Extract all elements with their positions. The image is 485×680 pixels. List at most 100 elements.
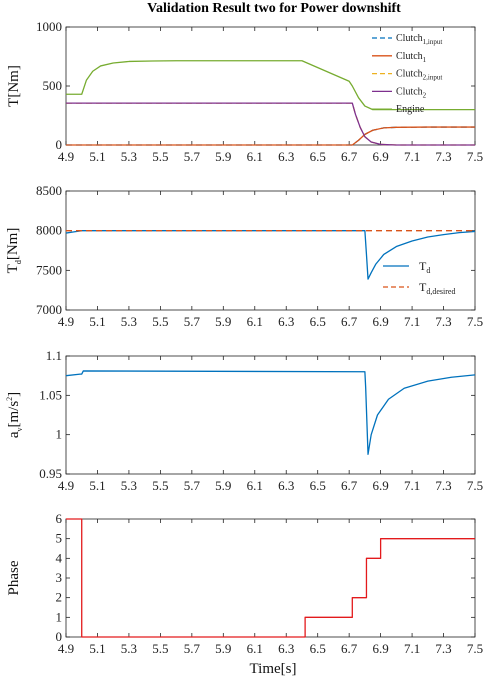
panel-1: 4.9 5.1 5.3 5.5 5.7 5.9 6.1 6.3 6.5 6.7 6.9 7.1 7.3 7… — [6, 19, 483, 164]
x-tick-label: 6.3 — [278, 641, 294, 656]
x-tick-label: 5.1 — [89, 478, 105, 493]
y-tick-label: 0.95 — [39, 466, 62, 481]
legend-entry: Clutch1 — [396, 51, 427, 64]
y-tick-label: 2 — [56, 590, 63, 605]
y-tick-label: 1.05 — [39, 387, 62, 402]
x-tick-label: 6.1 — [247, 641, 263, 656]
x-tick-label: 5.7 — [184, 149, 201, 164]
x-tick-label: 5.9 — [215, 149, 231, 164]
x-tick-label: 7.3 — [435, 478, 451, 493]
x-tick-label: 7.5 — [467, 641, 483, 656]
x-tick-label: 6.9 — [372, 478, 388, 493]
x-tick-label: 6.7 — [341, 641, 358, 656]
x-tick-label: 5.1 — [89, 641, 105, 656]
x-tick-label: 6.7 — [341, 314, 358, 329]
series-line-1-5 — [66, 60, 475, 111]
y-tick-label: 8000 — [36, 223, 62, 238]
x-tick-label: 6.3 — [278, 314, 294, 329]
x-tick-label: 6.7 — [341, 149, 358, 164]
x-tick-label: 5.1 — [89, 314, 105, 329]
x-tick-label: 7.1 — [404, 149, 420, 164]
x-tick-label: 5.1 — [89, 149, 105, 164]
x-tick-label: 7.1 — [404, 641, 420, 656]
axes-box — [65, 355, 476, 475]
x-tick-label: 6.1 — [247, 478, 263, 493]
x-tick-label: 7.1 — [404, 314, 420, 329]
y-tick-label: 3 — [56, 570, 63, 585]
x-tick-label: 7.5 — [467, 149, 483, 164]
x-tick-label: 5.3 — [121, 478, 137, 493]
y-tick-label: 1 — [56, 427, 63, 442]
x-tick-label: 6.5 — [310, 641, 326, 656]
x-tick-label: 6.9 — [372, 314, 388, 329]
x-tick-label: 5.9 — [215, 641, 231, 656]
y-axis-label: Phase — [6, 560, 22, 595]
x-tick-label: 6.5 — [310, 478, 326, 493]
x-tick-label: 5.5 — [152, 149, 168, 164]
x-tick-label: 6.1 — [247, 149, 263, 164]
series-line-1-1 — [66, 126, 475, 146]
x-tick-label: 5.7 — [184, 641, 201, 656]
y-tick-label: 4 — [56, 550, 63, 565]
x-tick-label: 6.5 — [310, 149, 326, 164]
y-tick-label: 8500 — [36, 183, 62, 198]
x-tick-label: 4.9 — [58, 478, 74, 493]
y-tick-label: 7500 — [36, 262, 62, 277]
x-tick-label: 7.3 — [435, 641, 451, 656]
x-tick-label: 6.3 — [278, 478, 294, 493]
y-tick-label: 1000 — [36, 19, 62, 34]
x-tick-label: 6.9 — [372, 149, 388, 164]
x-tick-label: 7.3 — [435, 314, 451, 329]
series-line-4-1 — [66, 518, 475, 638]
series-line-3-1 — [65, 370, 476, 455]
axes-box — [65, 518, 476, 638]
panel-4: 4.9 5.1 5.3 5.5 5.7 5.9 6.1 6.3 6.5 6.7 6.9 7.1 7.3 7… — [6, 511, 483, 656]
figure-title: Validation Result two for Power downshif… — [147, 1, 401, 16]
legend-entry: Clutch1,input — [396, 33, 442, 46]
axes-box — [65, 190, 476, 311]
y-tick-label: 5 — [56, 531, 63, 546]
x-tick-label: 6.1 — [247, 314, 263, 329]
legend-entry: Clutch2,input — [396, 69, 442, 82]
x-tick-label: 7.1 — [404, 478, 420, 493]
x-tick-label: 6.3 — [278, 149, 294, 164]
x-tick-label: 5.5 — [152, 314, 168, 329]
series-line-1-2 — [66, 126, 475, 146]
x-tick-label: 5.9 — [215, 478, 231, 493]
x-tick-label: 5.5 — [152, 478, 168, 493]
y-axis-label: T[Nm] — [6, 65, 22, 107]
y-tick-label: 0 — [56, 137, 63, 152]
legend-entry: Td,desired — [419, 280, 455, 296]
legend-entry: Engine — [396, 104, 425, 115]
legend-entry: Td — [419, 259, 430, 275]
x-tick-label: 6.7 — [341, 478, 358, 493]
x-tick-label: 5.7 — [184, 314, 201, 329]
x-axis-label: Time[s] — [250, 661, 297, 677]
panel-3: 4.9 5.1 5.3 5.5 5.7 5.9 6.1 6.3 6.5 6.7 6.9 7.1 7.3 7… — [5, 348, 483, 493]
x-tick-label: 6.9 — [372, 641, 388, 656]
legend-entry: Clutch2 — [396, 86, 427, 99]
x-tick-label: 5.3 — [121, 149, 137, 164]
x-tick-label: 6.5 — [310, 314, 326, 329]
x-tick-label: 7.3 — [435, 149, 451, 164]
x-tick-label: 7.5 — [467, 314, 483, 329]
x-tick-label: 4.9 — [58, 314, 74, 329]
y-tick-label: 7000 — [36, 302, 62, 317]
x-tick-label: 5.5 — [152, 641, 168, 656]
series-line-2-1 — [65, 230, 476, 280]
y-axis-label: Td[Nm] — [5, 228, 23, 274]
y-tick-label: 0 — [56, 629, 63, 644]
y-tick-label: 1.1 — [46, 348, 62, 363]
x-tick-label: 4.9 — [58, 641, 74, 656]
x-tick-label: 7.5 — [467, 478, 483, 493]
y-tick-label: 1 — [56, 609, 63, 624]
x-tick-label: 5.3 — [121, 641, 137, 656]
series-line-1-4 — [66, 102, 475, 146]
y-tick-label: 500 — [43, 78, 63, 93]
x-tick-label: 5.9 — [215, 314, 231, 329]
y-axis-label: av[m/s2] — [5, 392, 24, 438]
x-tick-label: 5.7 — [184, 478, 201, 493]
y-tick-label: 6 — [56, 511, 63, 526]
panel-2: 4.9 5.1 5.3 5.5 5.7 5.9 6.1 6.3 6.5 6.7 6.9 7.1 7.3 7… — [5, 183, 483, 329]
x-tick-label: 4.9 — [58, 149, 74, 164]
